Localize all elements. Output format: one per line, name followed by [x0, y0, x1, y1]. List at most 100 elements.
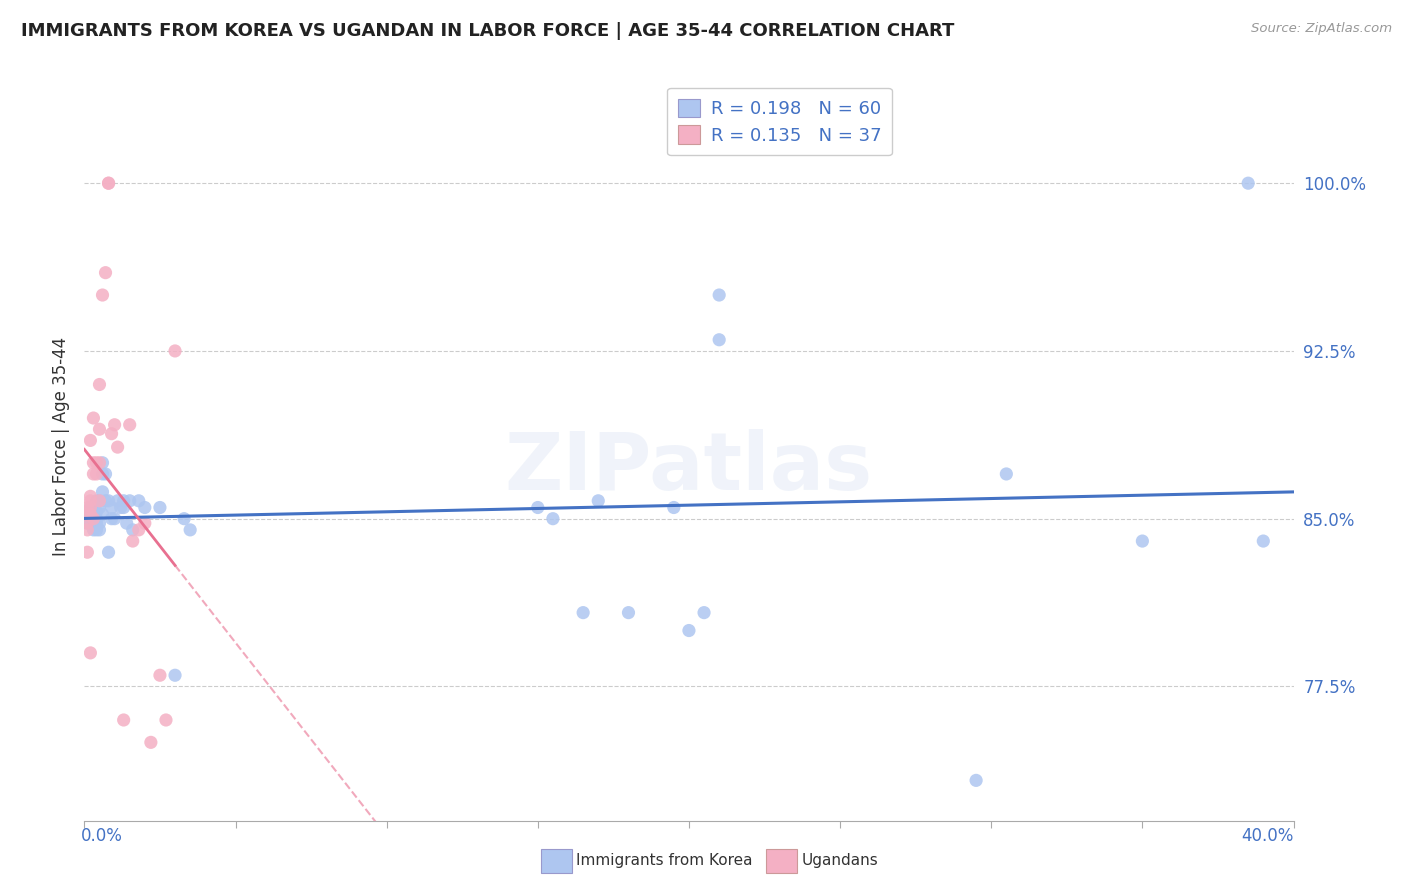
Point [165, 343, 187, 358]
Point [179, 523, 201, 537]
Point [82, 467, 104, 481]
Point [995, 467, 1018, 481]
Point [89, 516, 111, 531]
Point [94, 266, 117, 280]
Point [97, 176, 120, 190]
Point [155, 713, 177, 727]
Point [94, 493, 117, 508]
Point [527, 500, 550, 515]
Point [165, 668, 187, 682]
Text: ZIPatlas: ZIPatlas [505, 429, 873, 508]
Point [79, 489, 101, 503]
Point [82, 511, 104, 525]
Point [82, 507, 104, 521]
Point [128, 523, 150, 537]
Point [107, 493, 129, 508]
Point [709, 333, 731, 347]
Text: IMMIGRANTS FROM KOREA VS UGANDAN IN LABOR FORCE | AGE 35-44 CORRELATION CHART: IMMIGRANTS FROM KOREA VS UGANDAN IN LABO… [21, 22, 955, 40]
Point [79, 500, 101, 515]
Y-axis label: In Labor Force | Age 35-44: In Labor Force | Age 35-44 [52, 336, 70, 556]
Point [693, 606, 716, 620]
Point [100, 426, 122, 441]
Point [678, 624, 700, 638]
Point [173, 511, 195, 525]
Point [76, 516, 98, 531]
Point [89, 493, 111, 508]
Text: Source: ZipAtlas.com: Source: ZipAtlas.com [1251, 22, 1392, 36]
Point [76, 507, 98, 521]
Point [112, 493, 135, 508]
Point [79, 507, 101, 521]
Point [76, 516, 98, 531]
Point [82, 511, 104, 525]
Point [118, 417, 141, 432]
Point [134, 516, 156, 531]
Point [76, 500, 98, 515]
Point [76, 523, 98, 537]
Point [149, 668, 172, 682]
Point [89, 456, 111, 470]
Point [79, 507, 101, 521]
Point [118, 493, 141, 508]
Point [965, 773, 987, 788]
Point [134, 500, 156, 515]
Point [121, 534, 143, 549]
Point [1253, 534, 1275, 549]
Point [79, 434, 101, 448]
Bar [766, 849, 797, 873]
Point [617, 606, 640, 620]
Point [79, 493, 101, 508]
Point [82, 456, 104, 470]
Point [89, 377, 111, 392]
Point [86, 493, 108, 508]
Point [121, 523, 143, 537]
Point [572, 606, 595, 620]
Point [110, 500, 132, 515]
Point [100, 500, 122, 515]
Point [1130, 534, 1153, 549]
Point [89, 422, 111, 436]
Point [86, 511, 108, 525]
Point [79, 507, 101, 521]
Point [82, 523, 104, 537]
Point [112, 713, 135, 727]
Text: Ugandans: Ugandans [801, 854, 879, 869]
Point [107, 440, 129, 454]
Point [86, 505, 108, 519]
Point [100, 511, 122, 525]
Point [128, 493, 150, 508]
Point [76, 511, 98, 525]
Point [86, 456, 108, 470]
Point [89, 500, 111, 515]
Point [91, 288, 114, 302]
Bar [541, 849, 572, 873]
Point [94, 467, 117, 481]
Point [89, 493, 111, 508]
Text: 40.0%: 40.0% [1241, 828, 1294, 846]
Point [76, 545, 98, 559]
Text: 0.0%: 0.0% [82, 828, 124, 846]
Point [149, 500, 172, 515]
Point [91, 484, 114, 499]
Point [79, 646, 101, 660]
Point [79, 500, 101, 515]
Point [86, 523, 108, 537]
Text: Immigrants from Korea: Immigrants from Korea [576, 854, 754, 869]
Point [82, 516, 104, 531]
Point [115, 516, 138, 531]
Point [91, 507, 114, 521]
Point [541, 511, 564, 525]
Point [97, 176, 120, 190]
Point [82, 511, 104, 525]
Legend: R = 0.198   N = 60, R = 0.135   N = 37: R = 0.198 N = 60, R = 0.135 N = 37 [668, 88, 891, 155]
Point [588, 493, 610, 508]
Point [104, 417, 127, 432]
Point [79, 516, 101, 531]
Point [86, 467, 108, 481]
Point [91, 467, 114, 481]
Point [104, 511, 127, 525]
Point [86, 516, 108, 531]
Point [662, 500, 685, 515]
Point [97, 493, 120, 508]
Point [91, 456, 114, 470]
